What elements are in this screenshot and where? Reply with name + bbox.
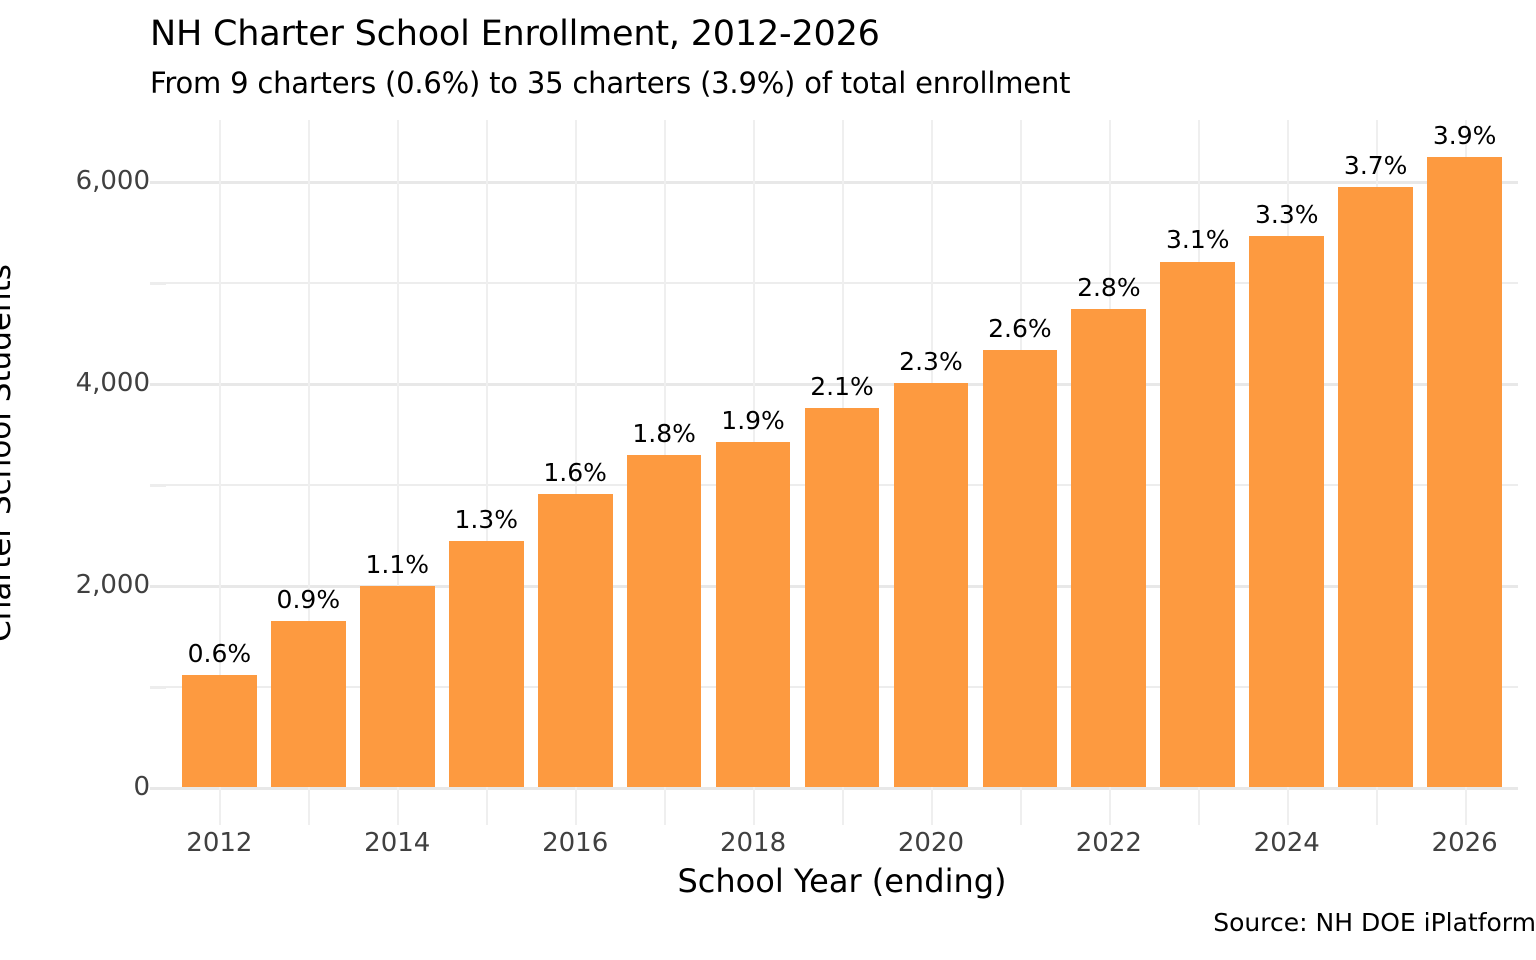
y-axis-tick-mark (150, 180, 166, 184)
x-axis-tick-label: 2020 (897, 828, 965, 858)
x-axis-tick-label: 2026 (1431, 828, 1498, 858)
source-note: Source: NH DOE iPlatform (1213, 908, 1536, 937)
bar-value-label: 1.8% (632, 418, 696, 448)
y-axis-tick-label: 0 (133, 772, 150, 802)
y-axis-tick-label: 6,000 (75, 165, 150, 196)
bar[interactable] (182, 674, 257, 787)
gridline-vertical (664, 120, 667, 787)
bar[interactable] (537, 493, 613, 787)
x-axis-tick-label: 2014 (364, 828, 431, 858)
gridline-vertical (219, 120, 222, 787)
bar-series (166, 120, 1518, 787)
gridline-vertical (397, 120, 400, 787)
y-axis-tick-mark (150, 382, 166, 386)
x-axis-tick-mark (930, 787, 933, 825)
plot-area (166, 120, 1518, 790)
x-axis-tick-mark (842, 787, 844, 825)
bar-value-label: 2.6% (988, 314, 1052, 344)
gridline-vertical (575, 120, 578, 787)
bar[interactable] (1427, 157, 1502, 787)
bar-value-label: 0.6% (187, 638, 252, 668)
bar[interactable] (270, 621, 346, 787)
bar[interactable] (359, 585, 435, 787)
bar-value-label: 3.7% (1343, 150, 1408, 180)
x-axis-tick-mark (1197, 787, 1200, 825)
y-axis-tick-mark-minor (150, 685, 166, 689)
x-axis-tick-mark (1019, 787, 1022, 825)
bar[interactable] (1338, 186, 1414, 787)
bar-value-label: 1.3% (454, 505, 518, 535)
x-axis-tick-mark (486, 787, 489, 825)
x-axis-tick-mark (1108, 787, 1111, 825)
x-axis-tick-mark (575, 787, 578, 825)
bar-value-label: 3.3% (1254, 200, 1319, 230)
x-axis-tick-mark (397, 787, 400, 825)
chart-title: NH Charter School Enrollment, 2012-2026 (150, 14, 880, 54)
x-axis-tick-label: 2018 (719, 828, 787, 858)
x-axis-tick-mark (219, 787, 222, 825)
x-axis-tick-mark (1375, 787, 1378, 825)
bar[interactable] (715, 442, 791, 787)
gridline-vertical (486, 120, 489, 787)
x-axis-tick-mark (1464, 787, 1467, 825)
bar-value-label: 3.1% (1166, 225, 1230, 255)
chart-subtitle: From 9 charters (0.6%) to 35 charters (3… (150, 66, 1071, 100)
bar[interactable] (804, 408, 880, 787)
x-axis-tick-mark (308, 787, 311, 825)
y-axis-tick-label: 4,000 (75, 367, 150, 398)
bar[interactable] (626, 454, 702, 787)
x-axis-tick-mark (753, 787, 756, 825)
bar[interactable] (1249, 236, 1325, 787)
bar[interactable] (893, 382, 969, 787)
x-axis-title: School Year (ending) (677, 862, 1007, 900)
y-axis-tick-mark-minor (150, 281, 166, 285)
y-axis-title: Charter School Students (0, 264, 18, 642)
bar[interactable] (448, 541, 524, 787)
x-axis-tick-mark (664, 787, 667, 825)
x-axis-tick-label: 2024 (1253, 828, 1320, 858)
bar-value-label: 2.8% (1077, 272, 1141, 302)
y-axis-tick-label: 2,000 (75, 569, 150, 600)
gridline-vertical (308, 120, 311, 787)
bar[interactable] (1071, 308, 1147, 787)
x-axis-tick-label: 2022 (1075, 828, 1142, 858)
bar-value-label: 3.9% (1432, 121, 1497, 151)
bar-value-label: 1.1% (365, 549, 430, 579)
x-axis-tick-mark (1286, 787, 1289, 825)
bar-value-label: 2.3% (899, 346, 963, 376)
bar[interactable] (1160, 261, 1236, 787)
bar-value-label: 0.9% (276, 585, 341, 615)
y-axis-tick-mark-minor (150, 483, 166, 487)
bar-value-label: 2.1% (810, 372, 874, 402)
bar[interactable] (982, 350, 1058, 787)
y-axis-tick-mark (150, 787, 166, 790)
x-axis-tick-label: 2016 (542, 828, 609, 858)
x-axis-tick-label: 2012 (186, 828, 253, 858)
y-axis-tick-mark (150, 584, 166, 588)
bar-value-label: 1.6% (543, 457, 607, 487)
bar-value-label: 1.9% (721, 406, 785, 436)
